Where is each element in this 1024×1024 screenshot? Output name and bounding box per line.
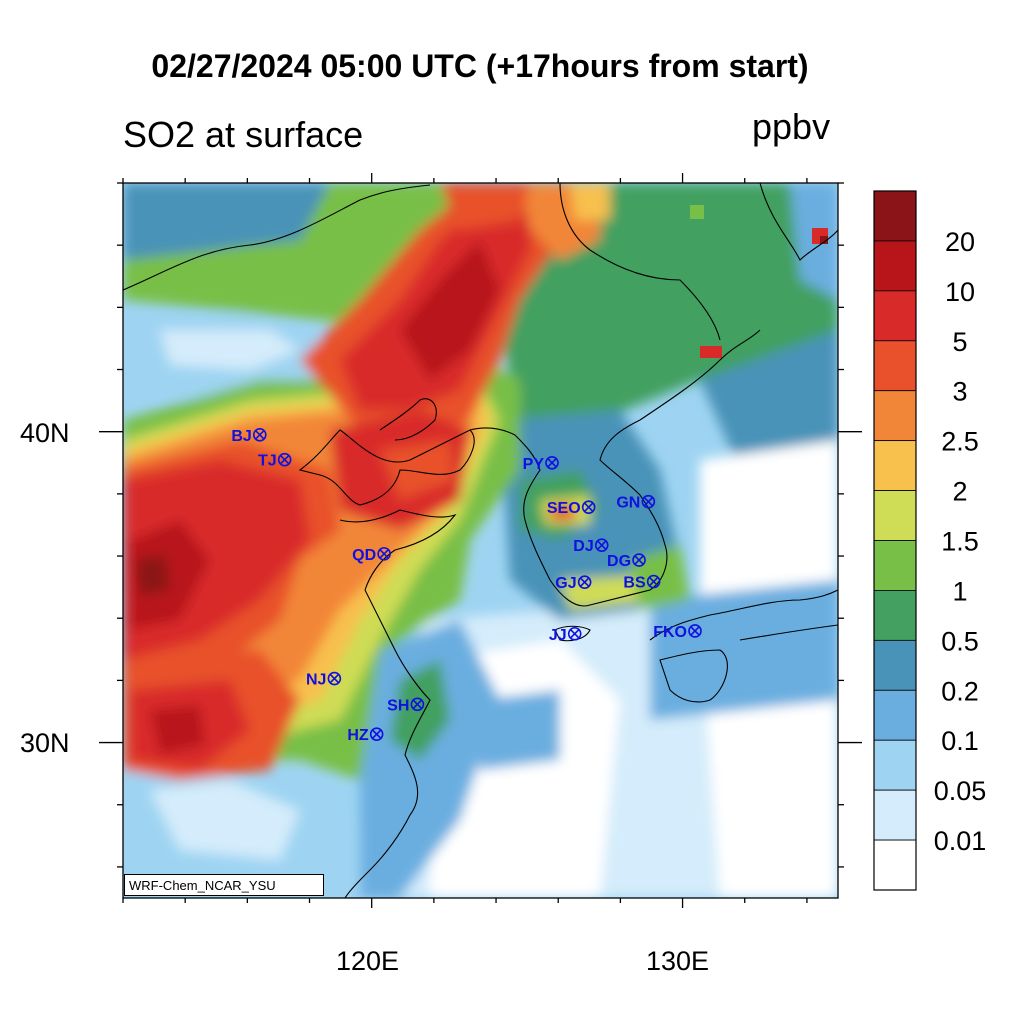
colorbar-swatch [873, 839, 917, 891]
station-marker-icon [277, 452, 292, 467]
station-marker-icon [581, 500, 596, 515]
colorbar-label: 10 [945, 277, 975, 307]
station-label: BJ [231, 428, 251, 445]
station-fko: FKO [653, 624, 702, 641]
map-title: 02/27/2024 05:00 UTC (+17hours from star… [151, 48, 809, 84]
colorbar-swatch [873, 440, 917, 491]
station-label: SH [387, 697, 409, 714]
lon-label-130e: 130E [646, 946, 710, 976]
station-jj: JJ [549, 626, 582, 644]
colorbar-label: 3 [952, 377, 967, 407]
units-label: ppbv [752, 106, 831, 147]
station-marker-icon [577, 575, 592, 589]
model-credit: WRF-Chem_NCAR_YSU [124, 874, 324, 896]
station-nj: NJ [306, 671, 342, 689]
colorbar-swatch [873, 340, 917, 392]
colorbar-label: 5 [952, 327, 967, 357]
lat-label-30n: 30N [20, 728, 70, 758]
axis-ticks [99, 173, 862, 908]
station-label: GN [616, 495, 640, 512]
station-marker-icon [545, 455, 559, 470]
station-tj: TJ [258, 452, 292, 470]
station-marker-icon [632, 553, 646, 567]
station-sh: SH [387, 697, 425, 714]
station-marker-icon [567, 626, 582, 641]
colorbar-label: 2.5 [941, 427, 979, 457]
colorbar-swatch [873, 639, 917, 691]
colorbar-label: 0.01 [934, 826, 987, 856]
colorbar-label: 1 [952, 576, 967, 606]
station-label: HZ [347, 727, 369, 744]
station-label: JJ [549, 627, 567, 644]
station-hz: HZ [347, 727, 384, 744]
station-label: DJ [573, 538, 593, 555]
station-label: NJ [306, 672, 326, 689]
station-marker-icon [594, 538, 609, 552]
colorbar-swatch [873, 490, 917, 541]
lon-label-120e: 120E [336, 946, 400, 976]
colorbar-swatch [873, 789, 917, 841]
coastlines [123, 183, 838, 898]
station-label: PY [523, 456, 545, 473]
station-gj: GJ [555, 575, 592, 592]
colorbar-swatch [873, 739, 917, 791]
station-label: SEO [547, 500, 581, 517]
colorbar-swatch [873, 390, 917, 442]
station-marker-icon [252, 428, 267, 442]
station-gn: GN [616, 494, 656, 512]
colorbar-swatch [873, 590, 917, 641]
colorbar-swatch [873, 540, 917, 591]
station-dg: DG [607, 553, 646, 570]
concentration-field [123, 183, 838, 898]
station-label: DG [607, 553, 631, 570]
colorbar-swatch [873, 240, 917, 292]
colorbar-label: 20 [945, 227, 975, 257]
station-marker-icon [377, 547, 391, 561]
colorbar: 20 10 5 3 2.5 2 1.5 1 0.5 0.2 0.1 0.05 0.01 [873, 190, 987, 891]
station-label: TJ [258, 453, 277, 470]
station-marker-icon [369, 727, 384, 741]
station-marker-icon [688, 624, 702, 638]
colorbar-label: 0.05 [934, 776, 987, 806]
lat-label-40n: 40N [20, 418, 70, 448]
colorbar-swatch [873, 190, 917, 242]
station-marker-icon [327, 671, 342, 686]
station-label: BS [623, 575, 646, 592]
colorbar-label: 2 [952, 477, 967, 507]
station-marker-icon [641, 494, 656, 509]
station-seo: SEO [547, 500, 596, 517]
colorbar-swatch [873, 290, 917, 342]
colorbar-label: 0.2 [941, 676, 979, 706]
station-marker-icon [410, 697, 425, 712]
station-dj: DJ [573, 538, 609, 555]
colorbar-label: 0.1 [941, 726, 979, 756]
variable-label: SO2 at surface [123, 114, 364, 155]
station-markers: BJ TJ PY SEO GN QD DJ DG GJ BS JJ FKO NJ SH HZ [231, 428, 702, 744]
station-bs: BS [623, 574, 661, 592]
station-label: FKO [653, 624, 687, 641]
station-py: PY [523, 455, 559, 473]
station-bj: BJ [231, 428, 267, 445]
colorbar-label: 0.5 [941, 626, 979, 656]
colorbar-label: 1.5 [941, 527, 979, 557]
station-label: QD [352, 547, 376, 564]
colorbar-swatch [873, 689, 917, 741]
station-label: GJ [555, 575, 576, 592]
station-qd: QD [352, 547, 391, 564]
station-marker-icon [646, 574, 661, 589]
